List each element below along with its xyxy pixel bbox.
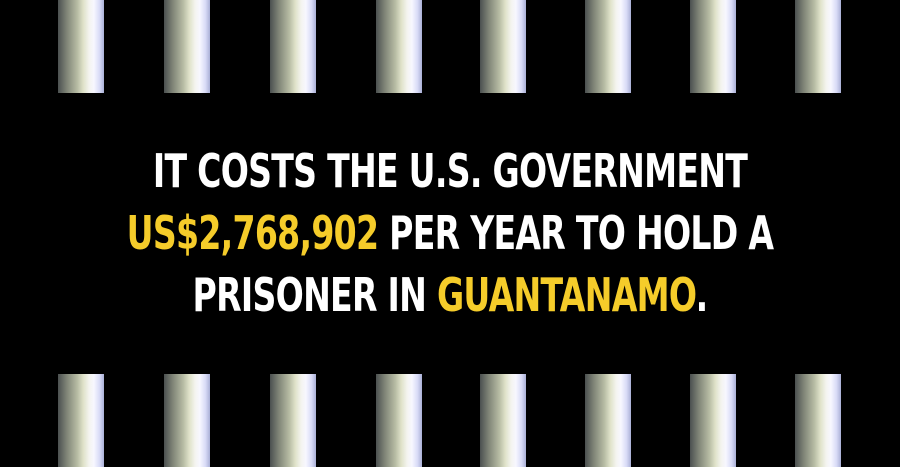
cost-amount: US$2,768,902	[126, 206, 379, 260]
prison-bar	[270, 0, 316, 93]
prison-bar	[270, 374, 316, 467]
prison-bar	[480, 0, 526, 93]
prison-bar	[58, 374, 104, 467]
prison-bar	[164, 374, 210, 467]
headline-period: .	[695, 268, 709, 322]
prison-bars-top	[0, 0, 900, 93]
prison-bar	[690, 0, 736, 93]
prison-bars-bottom	[0, 374, 900, 467]
prison-bar	[58, 0, 104, 93]
headline-line-3-text: PRISONER IN	[192, 268, 437, 322]
prison-bar	[795, 374, 841, 467]
headline-line-2-text: PER YEAR TO HOLD A	[378, 206, 774, 260]
location-name: GUANTANAMO	[436, 268, 696, 322]
headline-line-3: PRISONER IN GUANTANAMO.	[126, 264, 774, 326]
prison-bar	[795, 0, 841, 93]
prison-bar	[376, 374, 422, 467]
headline-line-1: IT COSTS THE U.S. GOVERNMENT	[152, 144, 748, 198]
headline-line-2: US$2,768,902 PER YEAR TO HOLD A	[126, 202, 774, 264]
prison-bar	[164, 0, 210, 93]
prison-bar	[585, 0, 631, 93]
prison-bar	[585, 374, 631, 467]
headline: IT COSTS THE U.S. GOVERNMENT US$2,768,90…	[126, 140, 774, 326]
prison-bar	[480, 374, 526, 467]
prison-bar	[690, 374, 736, 467]
prison-bar	[376, 0, 422, 93]
